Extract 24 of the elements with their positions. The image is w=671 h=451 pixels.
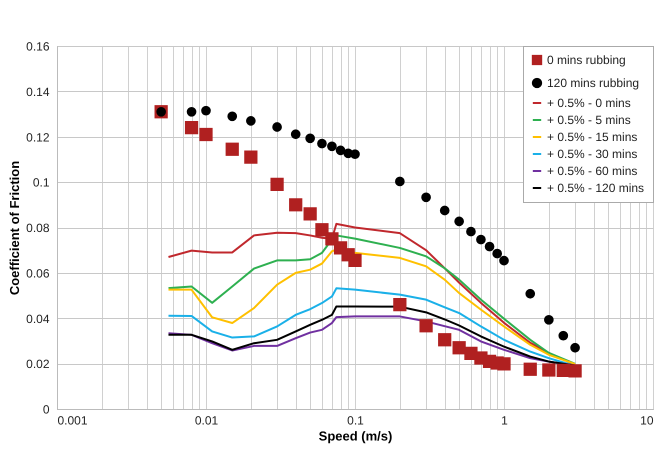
- y-tick-label: 0.04: [26, 312, 50, 326]
- y-axis-title: Coefficient of Friction: [7, 160, 22, 296]
- legend-label: 120 mins rubbing: [547, 76, 640, 90]
- y-tick-label: 0.06: [26, 266, 50, 280]
- x-tick-label: 0.01: [194, 414, 218, 428]
- y-tick-label: 0.02: [26, 357, 50, 372]
- y-tick-label: 0.16: [26, 40, 50, 54]
- legend-label: + 0.5% - 15 mins: [547, 130, 638, 144]
- y-tick-label: 0.12: [26, 130, 50, 144]
- legend-label: + 0.5% - 60 mins: [547, 164, 638, 178]
- x-tick-label: 1: [501, 414, 508, 428]
- x-tick-label: 0.1: [347, 414, 364, 428]
- legend-label: + 0.5% - 0 mins: [547, 96, 631, 110]
- legend-label: + 0.5% - 120 mins: [547, 181, 644, 195]
- legend-label: 0 mins rubbing: [547, 53, 626, 67]
- legend-label: + 0.5% - 5 mins: [547, 113, 631, 127]
- x-tick-label: 0.001: [58, 414, 88, 428]
- y-tick-label: 0: [42, 402, 50, 416]
- x-axis-title: Speed (m/s): [318, 428, 392, 444]
- y-tick-label: 0.14: [26, 84, 50, 99]
- legend-label: + 0.5% - 30 mins: [547, 147, 638, 161]
- y-tick-label: 0.1: [32, 176, 50, 190]
- y-tick-label: 0.08: [26, 221, 50, 235]
- x-tick-label: 10: [640, 414, 654, 428]
